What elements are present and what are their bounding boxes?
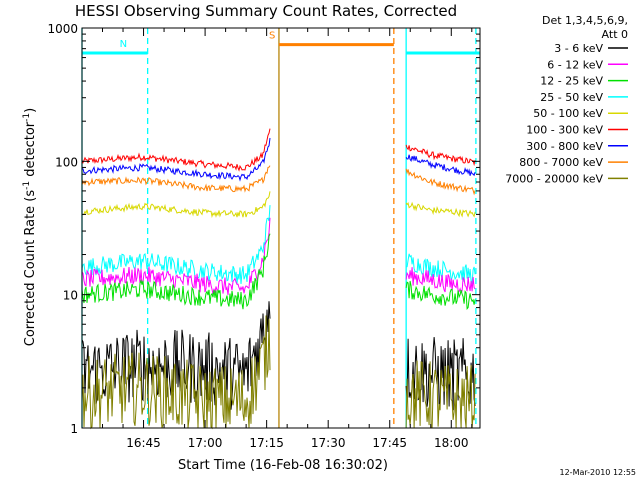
series-line <box>81 165 271 193</box>
series-line <box>405 144 476 167</box>
legend-header: Det 1,3,4,5,6,9, <box>542 14 628 27</box>
legend-entry-label: 25 - 50 keV <box>540 91 603 104</box>
series-line <box>81 217 271 295</box>
x-tick-label: 17:15 <box>249 436 284 450</box>
series-line <box>81 137 271 182</box>
series-line <box>405 154 476 177</box>
y-tick-label: 1 <box>70 422 78 436</box>
series-line <box>81 315 271 430</box>
legend-header: Att 0 <box>602 28 628 41</box>
x-tick-label: 18:00 <box>434 436 469 450</box>
legend-entry-label: 300 - 800 keV <box>526 140 603 153</box>
legend-entry-label: 3 - 6 keV <box>554 42 603 55</box>
y-tick-label: 1000 <box>47 22 78 36</box>
series-line <box>81 205 271 284</box>
series-line <box>81 191 271 219</box>
series-line <box>81 233 271 310</box>
y-tick-label: 10 <box>63 289 78 303</box>
chart-title: HESSI Observing Summary Count Rates, Cor… <box>75 2 457 20</box>
series-line <box>405 201 476 218</box>
y-axis-label-part3: ) <box>23 108 38 113</box>
x-tick-label: 16:45 <box>126 436 161 450</box>
plot-frame <box>81 27 481 429</box>
plot-timestamp: 12-Mar-2010 12:55 <box>560 468 637 477</box>
state-bar-label: S <box>269 31 275 42</box>
legend-entry-label: 7000 - 20000 keV <box>505 172 603 185</box>
legend-entry-label: 50 - 100 keV <box>533 107 603 120</box>
y-tick-label: 100 <box>55 155 78 169</box>
legend: Det 1,3,4,5,6,9,Att 03 - 6 keV 6 - 12 keV… <box>505 14 628 185</box>
series-line <box>405 280 476 310</box>
x-tick-label: 17:45 <box>372 436 407 450</box>
series-line <box>81 128 271 172</box>
legend-entry-label: 6 - 12 keV <box>547 58 603 71</box>
series-line <box>405 360 476 429</box>
series-line <box>405 168 476 196</box>
x-tick-label: 17:00 <box>188 436 223 450</box>
plot-data-layer: NS <box>81 28 480 430</box>
y-axis-label-sup2: -1 <box>22 113 32 122</box>
legend-entry-label: 12 - 25 keV <box>540 75 603 88</box>
state-bar-label: N <box>120 39 127 50</box>
series-line <box>405 267 476 294</box>
y-axis-label-part2: detector <box>23 121 38 181</box>
y-axis-label: Corrected Count Rate (s-1 detector-1) <box>22 108 38 346</box>
y-axis-label-part1: Corrected Count Rate (s <box>23 190 38 347</box>
axes-layer: 1 10 100 1000 16:45 17:00 17:15 17:30 17:45 18:00 <box>47 22 480 450</box>
legend-entry-label: 100 - 300 keV <box>526 124 603 137</box>
legend-entry-label: 800 - 7000 keV <box>519 156 603 169</box>
series-line <box>406 253 476 286</box>
x-axis-label: Start Time (16-Feb-08 16:30:02) <box>178 458 388 473</box>
y-axis-label-sup1: -1 <box>22 181 32 190</box>
x-tick-label: 17:30 <box>311 436 346 450</box>
